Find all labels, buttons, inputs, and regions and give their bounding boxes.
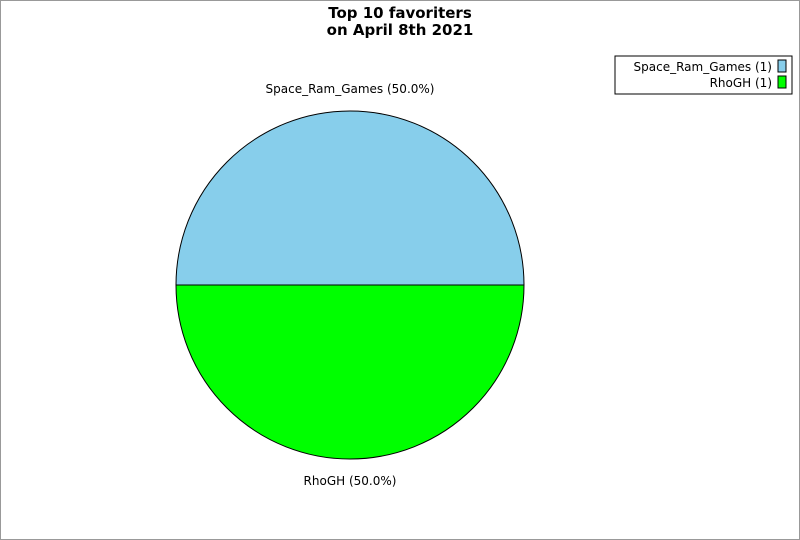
pie-slice-Space_Ram_Games [175, 110, 525, 286]
legend-box [614, 55, 793, 95]
legend-entry: Space_Ram_Games (1) [634, 60, 772, 74]
legend: Space_Ram_Games (1) RhoGH (1) [614, 55, 793, 95]
chart-title-line-2: on April 8th 2021 [327, 21, 474, 39]
legend-swatch [777, 59, 787, 73]
legend-swatch [777, 75, 787, 89]
slice-label: Space_Ram_Games (50.0%) [266, 82, 435, 96]
pie-slice-RhoGH [175, 284, 525, 460]
slice-label: RhoGH (50.0%) [304, 474, 397, 488]
legend-entry: RhoGH (1) [710, 76, 772, 90]
chart-title-line-1: Top 10 favoriters [328, 4, 472, 22]
